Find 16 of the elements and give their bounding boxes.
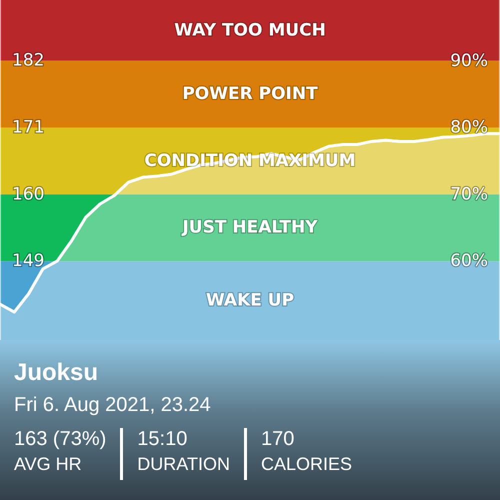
band-label: POWER POINT [182,84,318,104]
text: AVG HR [14,453,83,476]
text: CALORIES [260,453,352,476]
text: Juoksu [14,358,100,388]
text: 170 [260,427,296,452]
text: DURATION [137,453,230,476]
band-label: WAKE UP [206,290,294,311]
band-label: WAY TOO MUCH [174,20,326,40]
text: 15:10 [137,427,188,452]
band-label: JUST HEALTHY [181,218,318,238]
text: Fri 6. Aug 2021, 23.24 [14,393,212,418]
y-tick-label: 182 [12,50,44,71]
y2-tick-label: 90% [450,50,488,71]
text: 163 (73%) [14,427,106,452]
y-tick-label: 171 [12,118,44,138]
y2-tick-label: 80% [450,118,488,138]
